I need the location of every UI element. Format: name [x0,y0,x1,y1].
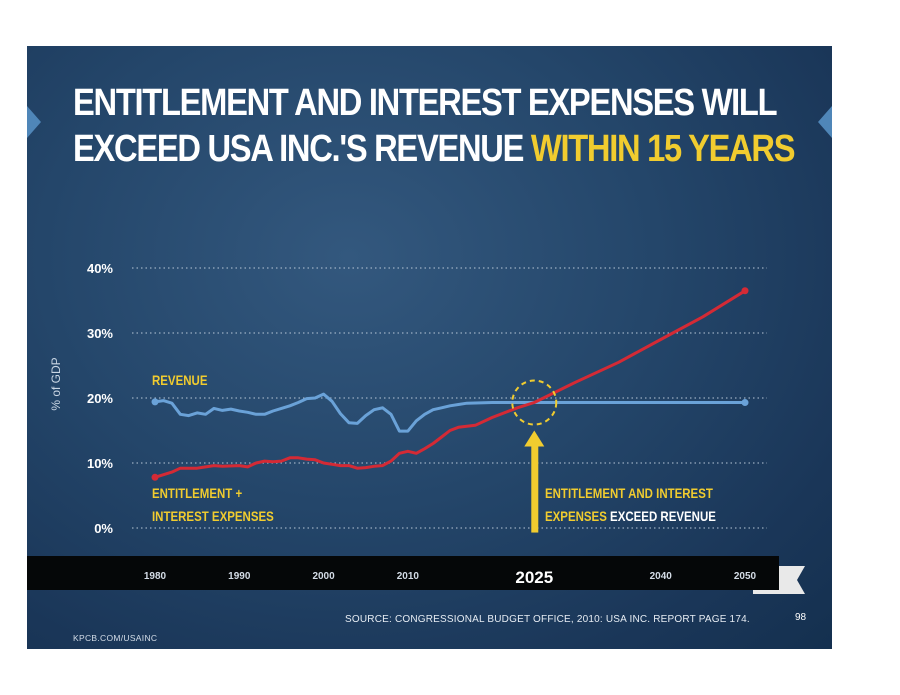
crossover-label-white: EXCEED REVENUE [610,508,716,524]
y-tick-label: 0% [94,521,113,536]
crossover-label-yellow: EXPENSES [545,508,610,524]
series-line-1 [153,289,747,479]
crossover-label-line2: EXPENSES EXCEED REVENUE [545,508,716,524]
slide: ENTITLEMENT AND INTEREST EXPENSES WILL E… [27,46,832,649]
series-end-point-1 [741,287,749,295]
next-slide-arrow-icon[interactable] [818,106,832,138]
expenses-label-line1: ENTITLEMENT + [152,485,242,501]
y-tick-labels: 0% 10% 20% 30% 40% [87,261,113,536]
y-tick-label: 20% [87,391,113,406]
arrow-shaft [531,444,539,533]
title-line-1: ENTITLEMENT AND INTEREST EXPENSES WILL [73,82,778,124]
series-start-point-0 [151,398,159,406]
revenue-label: REVENUE [152,372,208,388]
title-line-2: EXCEED USA INC.'S REVENUE [73,128,524,170]
x-tick-label: 1980 [144,571,167,582]
chart: 0% 10% 20% 30% 40% % of GDP 1980 1990 2000 2010… [27,261,805,594]
expenses-label-line2: INTEREST EXPENSES [152,508,274,524]
previous-slide-arrow-icon[interactable] [27,106,41,138]
x-tick-label: 2010 [397,571,420,582]
series-layer [151,287,749,481]
source-note: SOURCE: CONGRESSIONAL BUDGET OFFICE, 201… [345,614,750,625]
y-tick-label: 10% [87,456,113,471]
slide-title: ENTITLEMENT AND INTEREST EXPENSES WILL E… [73,80,796,172]
x-tick-labels: 1980 1990 2000 2010 2025 2040 2050 [144,568,757,587]
site-url[interactable]: KPCB.COM/USAINC [73,633,158,643]
axis-band [27,556,779,590]
x-tick-label: 1990 [228,571,251,582]
title-highlight: WITHIN 15 YEARS [530,128,796,170]
page-number: 98 [795,612,807,623]
x-tick-label: 2000 [312,571,335,582]
annotations: REVENUE ENTITLEMENT + INTEREST EXPENSES ENT… [152,372,716,533]
x-axis-band [27,556,805,594]
series-line-0 [153,392,747,433]
x-tick-label: 2040 [650,571,673,582]
y-axis-label: % of GDP [49,357,63,410]
y-tick-label: 30% [87,326,113,341]
crossover-circle [511,379,558,426]
up-arrow-icon [524,430,545,447]
series-start-point-1 [151,473,159,481]
crossover-label-line1: ENTITLEMENT AND INTEREST [545,485,713,501]
series-end-point-0 [741,399,749,407]
y-tick-label: 40% [87,261,113,276]
x-tick-label: 2025 [515,568,553,587]
x-tick-label: 2050 [734,571,757,582]
